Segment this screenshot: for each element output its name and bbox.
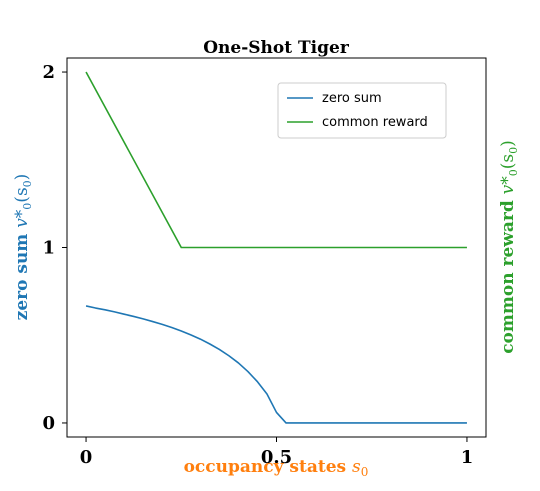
series-line-common-reward [85,71,467,249]
y-axis-left-label-arg-sub: 0 [21,180,34,187]
y-axis-right-label: common reward v*0(s0) [498,140,520,354]
legend-box [277,82,447,139]
ticks-layer: 0 0.5 1 0 1 2 [42,62,473,468]
y-tick-label: 2 [42,62,55,83]
x-axis-label-text: occupancy states [184,457,347,477]
x-tick-label: 1 [461,447,474,468]
x-tick-label: 0 [80,447,93,468]
legend: zero sum common reward [277,82,447,139]
legend-label-zero-sum: zero sum [322,91,382,106]
series-line-zero-sum [85,305,467,424]
y-axis-right-label-sub: 0 [507,169,520,176]
y-axis-right-label-arg: (s [498,154,518,169]
x-axis-label-symbol: s [352,457,361,477]
y-tick-label: 0 [42,413,55,434]
y-tick-label: 1 [42,238,55,259]
x-axis-label-subscript: 0 [361,465,369,479]
y-axis-right-label-close: ) [498,140,518,147]
legend-label-common-reward: common reward [322,115,428,130]
y-axis-right-label-symbol: v* [498,176,518,195]
series-layer [85,71,467,424]
x-axis-label: occupancy states s0 [184,457,369,479]
y-axis-right-label-text: common reward [498,200,518,354]
y-axis-left-label-sub: 0 [21,203,34,210]
chart-title: One-Shot Tiger [203,38,350,58]
y-axis-left-label-symbol: v* [12,209,32,228]
y-axis-left-label: zero sum v*0(s0) [12,174,34,321]
y-axis-left-label-text: zero sum [12,234,32,321]
y-axis-left-label-close: ) [12,174,32,181]
x-tick-label: 0.5 [261,447,292,468]
y-axis-left-label-arg: (s [12,187,32,202]
y-axis-right-label-arg-sub: 0 [507,147,520,154]
